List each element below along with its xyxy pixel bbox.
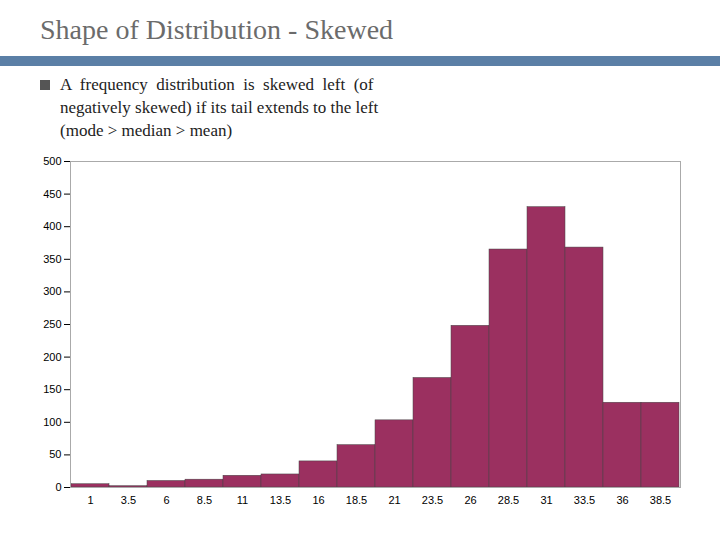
svg-text:100: 100 (43, 416, 61, 428)
svg-text:11: 11 (237, 494, 248, 506)
html-text:(mode > median > mean): (mode > median > mean) (60, 120, 233, 140)
svg-text:16: 16 (312, 494, 324, 506)
svg-text:18.5: 18.5 (346, 494, 367, 506)
svg-text:1: 1 (87, 494, 93, 506)
svg-text:13.5: 13.5 (270, 494, 291, 506)
svg-text:150: 150 (43, 383, 61, 395)
svg-text:50: 50 (49, 448, 61, 460)
svg-text:36: 36 (616, 494, 628, 506)
svg-text:450: 450 (43, 187, 61, 199)
svg-text:23.5: 23.5 (422, 494, 443, 506)
svg-text:350: 350 (43, 253, 61, 265)
svg-text:8.5: 8.5 (197, 494, 212, 506)
svg-text:200: 200 (43, 350, 61, 362)
html-text:A frequency distribution is sk: A frequency distribution is skewed left … (60, 75, 374, 94)
svg-text:26: 26 (464, 494, 476, 506)
svg-text:31: 31 (540, 494, 552, 506)
html-text:negatively skewed) if its tail: negatively skewed) if its tail extends t… (60, 97, 379, 117)
svg-text:0: 0 (55, 481, 61, 493)
svg-text:400: 400 (43, 220, 61, 232)
svg-text:38.5: 38.5 (650, 494, 671, 506)
svg-text:6: 6 (163, 494, 169, 506)
svg-text:3.5: 3.5 (121, 494, 136, 506)
svg-text:500: 500 (43, 155, 61, 167)
svg-text:300: 300 (43, 285, 61, 297)
svg-text:21: 21 (388, 494, 400, 506)
svg-text:33.5: 33.5 (574, 494, 595, 506)
svg-text:250: 250 (43, 318, 61, 330)
svg-text:28.5: 28.5 (498, 494, 519, 506)
html-text:Shape of Distribution - Skewed: Shape of Distribution - Skewed (40, 14, 394, 45)
